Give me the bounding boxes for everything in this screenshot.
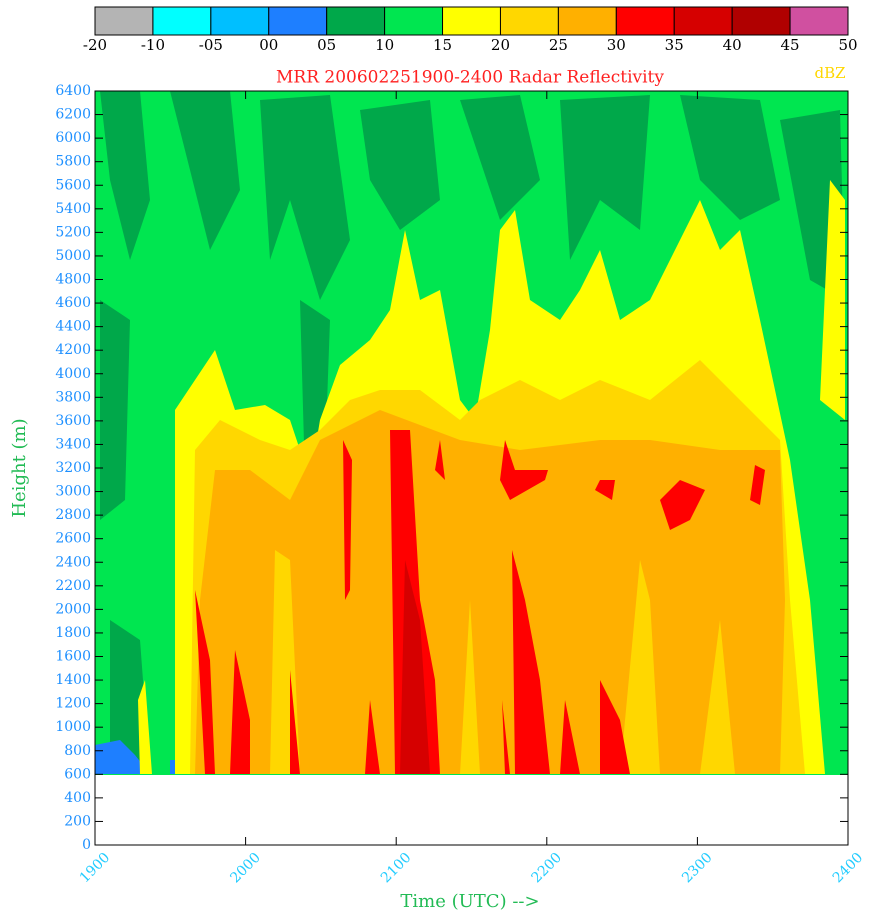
y-tick-label: 400 bbox=[64, 790, 91, 806]
y-tick-label: 1400 bbox=[55, 672, 91, 688]
field-dark-green bbox=[100, 91, 845, 774]
x-tick-label: 2200 bbox=[529, 850, 566, 887]
x-tick-label: 2300 bbox=[679, 850, 716, 887]
y-tick-label: 2600 bbox=[55, 531, 91, 547]
field-blue bbox=[95, 740, 195, 774]
y-tick-label: 600 bbox=[64, 766, 91, 782]
colorbar-box bbox=[673, 6, 733, 36]
y-tick-label: 3800 bbox=[55, 389, 91, 405]
y-tick-label: 1600 bbox=[55, 649, 91, 665]
y-tick-label: 1200 bbox=[55, 696, 91, 712]
y-tick-label: 5600 bbox=[55, 177, 91, 193]
colorbar-box bbox=[499, 6, 559, 36]
y-tick-label: 4400 bbox=[55, 319, 91, 335]
colorbar-box bbox=[152, 6, 212, 36]
colorbar-tick-label: 15 bbox=[433, 36, 452, 54]
y-tick-label: 5000 bbox=[55, 248, 91, 264]
x-tick-label: 2400 bbox=[830, 850, 867, 887]
colorbar-tick-label: 35 bbox=[665, 36, 684, 54]
y-tick-label: 6200 bbox=[55, 107, 91, 123]
y-tick-label: 2000 bbox=[55, 601, 91, 617]
y-tick-label: 800 bbox=[64, 743, 91, 759]
colorbar-box bbox=[384, 6, 444, 36]
y-tick-label: 4000 bbox=[55, 366, 91, 382]
colorbar-box bbox=[789, 6, 849, 36]
y-tick-label: 5800 bbox=[55, 154, 91, 170]
colorbar-tick-label: 00 bbox=[259, 36, 278, 54]
colorbar-box bbox=[731, 6, 791, 36]
y-tick-label: 2400 bbox=[55, 554, 91, 570]
y-tick-label: 6000 bbox=[55, 130, 91, 146]
reflectivity-field bbox=[95, 91, 848, 845]
chart-title: MRR 200602251900-2400 Radar Reflectivity bbox=[276, 68, 664, 88]
no-data-region bbox=[95, 775, 848, 845]
colorbar-tick-label: -05 bbox=[199, 36, 223, 54]
y-tick-label: 6400 bbox=[55, 83, 91, 99]
colorbar-box bbox=[268, 6, 328, 36]
colorbar-tick-label: 30 bbox=[607, 36, 626, 54]
colorbar-box bbox=[442, 6, 501, 36]
colorbar-tick-label: -10 bbox=[141, 36, 165, 54]
colorbar-tick-label: 50 bbox=[838, 36, 857, 54]
colorbar-box bbox=[210, 6, 270, 36]
colorbar-box bbox=[557, 6, 617, 36]
colorbar-label: dBZ bbox=[814, 64, 845, 82]
y-tick-label: 4800 bbox=[55, 272, 91, 288]
y-tick-label: 5200 bbox=[55, 224, 91, 240]
y-tick-label: 4600 bbox=[55, 295, 91, 311]
y-tick-label: 3400 bbox=[55, 436, 91, 452]
colorbar-tick-label: -20 bbox=[83, 36, 107, 54]
y-tick-label: 2800 bbox=[55, 507, 91, 523]
colorbar-box bbox=[94, 6, 154, 36]
colorbar-tick-label: 40 bbox=[723, 36, 742, 54]
y-tick-label: 0 bbox=[82, 837, 91, 853]
x-axis-label: Time (UTC) --> bbox=[400, 891, 539, 912]
y-tick-label: 1800 bbox=[55, 625, 91, 641]
x-tick-label: 1900 bbox=[77, 850, 114, 887]
colorbar-tick-label: 45 bbox=[781, 36, 800, 54]
y-axis-label: Height (m) bbox=[9, 418, 30, 517]
colorbar-tick-label: 20 bbox=[491, 36, 510, 54]
colorbar-box bbox=[615, 6, 675, 36]
colorbar-box bbox=[326, 6, 386, 36]
y-tick-label: 4200 bbox=[55, 342, 91, 358]
colorbar-tick-label: 25 bbox=[549, 36, 568, 54]
y-tick-label: 3000 bbox=[55, 484, 91, 500]
x-tick-label: 2000 bbox=[227, 850, 264, 887]
y-tick-label: 3600 bbox=[55, 413, 91, 429]
y-tick-label: 200 bbox=[64, 813, 91, 829]
y-tick-label: 1000 bbox=[55, 719, 91, 735]
y-tick-label: 5400 bbox=[55, 201, 91, 217]
y-tick-label: 3200 bbox=[55, 460, 91, 476]
field-gold-streaks bbox=[270, 550, 735, 774]
y-tick-label: 2200 bbox=[55, 578, 91, 594]
field-dark-red bbox=[400, 560, 430, 774]
colorbar-tick-label: 10 bbox=[375, 36, 394, 54]
x-tick-label: 2100 bbox=[378, 850, 415, 887]
colorbar-tick-label: 05 bbox=[317, 36, 336, 54]
